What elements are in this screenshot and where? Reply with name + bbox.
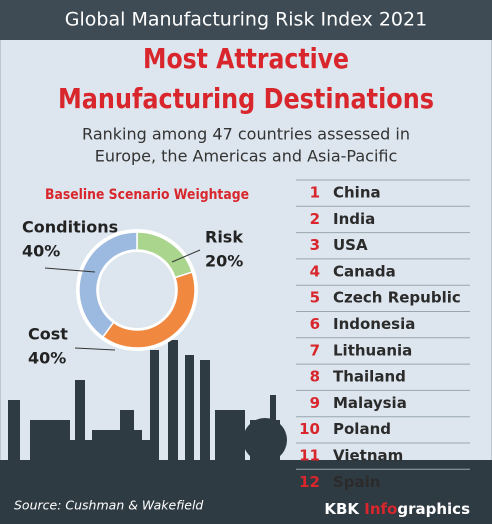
factory-silhouette [0, 340, 492, 524]
rank-number: 8 [310, 368, 320, 386]
legend-label: Risk [205, 228, 243, 247]
country: Canada [333, 262, 396, 280]
leader-line [171, 249, 201, 263]
brand-kbk: KBK [324, 500, 364, 518]
rank-number: 4 [310, 262, 320, 280]
donut-hole [97, 250, 177, 330]
header: Global Manufacturing Risk Index 2021 [65, 9, 427, 31]
rank-number: 10 [299, 420, 320, 438]
chart-title: Baseline Scenario Weightage [45, 187, 249, 203]
brand: KBK Infographics [324, 500, 470, 518]
country: Vietnam [333, 447, 403, 465]
rank-number: 11 [299, 447, 320, 465]
rank-number: 9 [310, 394, 320, 412]
title: Most Attractive [143, 42, 349, 75]
rank-number: 2 [310, 210, 320, 228]
country: India [333, 210, 375, 228]
rank-number: 5 [310, 289, 320, 307]
value-label: 40% [28, 349, 66, 368]
country: Indonesia [333, 315, 415, 333]
value-label: 20% [205, 252, 243, 271]
brand-graphics: graphics [397, 500, 470, 518]
value-label: 40% [22, 242, 60, 261]
title: Manufacturing Destinations [58, 82, 434, 115]
country: Lithuania [333, 341, 412, 359]
legend-label: Cost [28, 325, 68, 344]
brand-info: Info [364, 500, 397, 518]
header-bar [0, 0, 492, 40]
country: Malaysia [333, 394, 407, 412]
country: Poland [333, 420, 391, 438]
country: Thailand [333, 368, 406, 386]
legend-label: Conditions [22, 218, 118, 237]
leader-line [44, 267, 96, 273]
leader-line [74, 347, 116, 351]
country: Spain [333, 473, 380, 491]
rank-number: 6 [310, 315, 320, 333]
rank-number: 12 [299, 473, 320, 491]
subtitle: Ranking among 47 countries assessed in [82, 125, 410, 144]
rank-number: 3 [310, 236, 320, 254]
source: Source: Cushman & Wakefield [14, 498, 203, 513]
country: USA [333, 236, 368, 254]
subtitle: Europe, the Americas and Asia-Pacific [95, 147, 398, 166]
rank-number: 7 [310, 341, 320, 359]
country: Czech Republic [333, 289, 461, 307]
country: China [333, 184, 381, 202]
rank-number: 1 [310, 184, 320, 202]
